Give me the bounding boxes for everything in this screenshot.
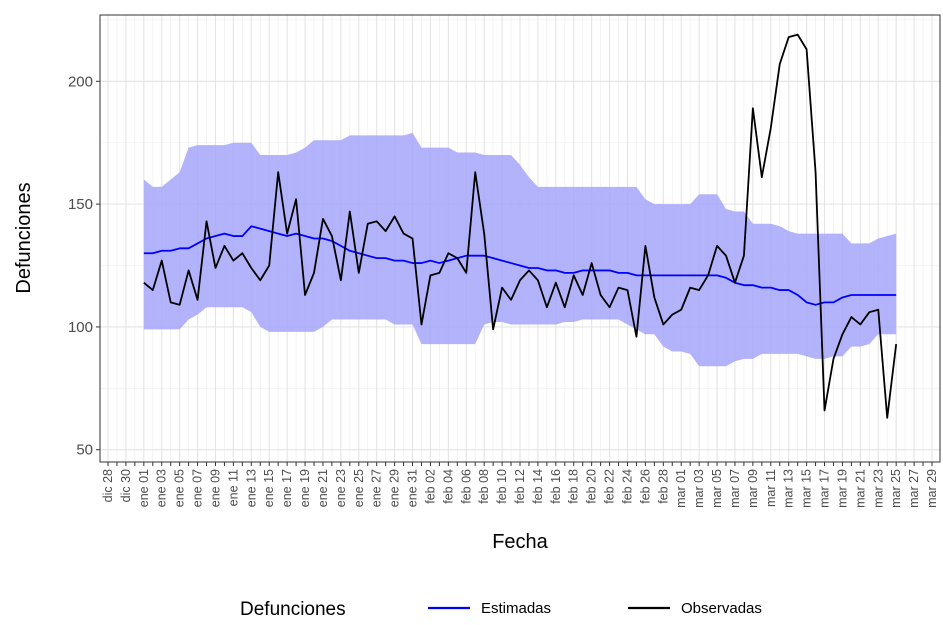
x-tick-label: mar 23 <box>871 469 885 508</box>
x-tick-label: ene 05 <box>173 469 187 507</box>
panel-border <box>99 14 941 463</box>
x-tick-label: feb 20 <box>585 469 599 504</box>
x-tick-label: mar 03 <box>692 469 706 508</box>
x-tick-label: ene 01 <box>137 469 151 507</box>
x-tick-label: ene 25 <box>352 469 366 507</box>
x-tick-label: feb 02 <box>423 469 437 504</box>
x-tick-label: mar 05 <box>710 469 724 508</box>
y-tick-label: 200 <box>68 73 93 90</box>
x-tick-label: mar 11 <box>764 469 778 507</box>
x-tick-label: feb 04 <box>441 469 455 504</box>
series-line <box>143 225 897 306</box>
x-tick-label: mar 13 <box>782 469 796 508</box>
legend-title: Defunciones <box>240 599 346 620</box>
x-tick-label: mar 01 <box>674 469 688 508</box>
x-tick-label: mar 09 <box>746 469 760 508</box>
y-axis-title: Defunciones <box>13 182 35 293</box>
x-tick-label: feb 18 <box>567 469 581 504</box>
x-tick-label: ene 03 <box>155 469 169 507</box>
legend-label: Observadas <box>681 600 762 617</box>
x-tick-label: ene 07 <box>191 469 205 507</box>
series-line <box>143 33 898 419</box>
x-tick-label: mar 07 <box>728 469 742 508</box>
x-tick-label: feb 08 <box>477 469 491 504</box>
x-tick-label: mar 27 <box>907 469 921 508</box>
confidence-band <box>143 132 897 367</box>
y-tick-label: 50 <box>76 442 93 459</box>
x-tick-label: ene 13 <box>244 469 258 507</box>
x-tick-label: ene 11 <box>226 469 240 506</box>
x-tick-label: mar 29 <box>925 469 939 508</box>
x-tick-label: ene 19 <box>298 469 312 507</box>
x-tick-label: ene 31 <box>406 469 420 507</box>
y-tick-label: 150 <box>68 196 93 213</box>
x-tick-label: ene 29 <box>388 469 402 507</box>
x-tick-label: feb 14 <box>531 469 545 504</box>
x-tick-label: feb 10 <box>495 469 509 504</box>
x-tick-label: mar 21 <box>853 469 867 508</box>
x-axis-title: Fecha <box>492 531 548 553</box>
x-tick-label: ene 23 <box>334 469 348 507</box>
x-tick-label: mar 17 <box>818 469 832 508</box>
x-tick-label: ene 27 <box>370 469 384 507</box>
x-tick-label: dic 28 <box>101 469 115 502</box>
x-tick-label: ene 09 <box>208 469 222 507</box>
x-tick-label: mar 15 <box>800 469 814 508</box>
x-tick-label: feb 26 <box>638 469 652 504</box>
x-tick-label: feb 28 <box>656 469 670 504</box>
x-tick-label: mar 25 <box>889 469 903 508</box>
legend-label: Estimadas <box>481 600 551 617</box>
x-tick-label: feb 06 <box>459 469 473 504</box>
x-tick-label: ene 15 <box>262 469 276 507</box>
x-tick-label: feb 12 <box>513 469 527 504</box>
x-tick-label: ene 21 <box>316 469 330 507</box>
y-tick-label: 100 <box>68 319 93 336</box>
x-tick-label: feb 24 <box>620 469 634 504</box>
x-tick-label: ene 17 <box>280 469 294 507</box>
x-tick-label: mar 19 <box>835 469 849 508</box>
x-tick-label: feb 22 <box>603 469 617 504</box>
x-tick-label: dic 30 <box>119 469 133 502</box>
x-tick-label: feb 16 <box>549 469 563 504</box>
